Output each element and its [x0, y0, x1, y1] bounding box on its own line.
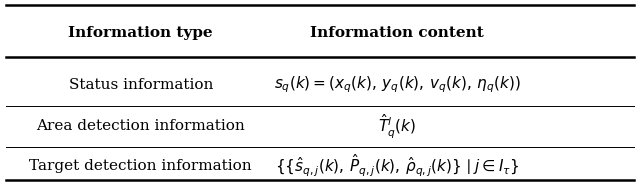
Text: Area detection information: Area detection information [36, 120, 245, 133]
Text: $\hat{T}^{l}_{q}(k)$: $\hat{T}^{l}_{q}(k)$ [378, 112, 416, 141]
Text: Target detection information: Target detection information [29, 159, 252, 173]
Text: $\{\{\hat{s}_{q,j}(k),\, \hat{P}_{q,j}(k),\, \hat{\rho}_{q,j}(k)\} \mid j \in I_: $\{\{\hat{s}_{q,j}(k),\, \hat{P}_{q,j}(k… [275, 152, 519, 179]
Text: Status information: Status information [68, 78, 213, 92]
Text: Information content: Information content [310, 26, 484, 40]
Text: $s_{q}(k) = (x_{q}(k),\, y_{q}(k),\, v_{q}(k),\, \eta_{q}(k))$: $s_{q}(k) = (x_{q}(k),\, y_{q}(k),\, v_{… [273, 74, 520, 95]
Text: Information type: Information type [68, 26, 213, 40]
